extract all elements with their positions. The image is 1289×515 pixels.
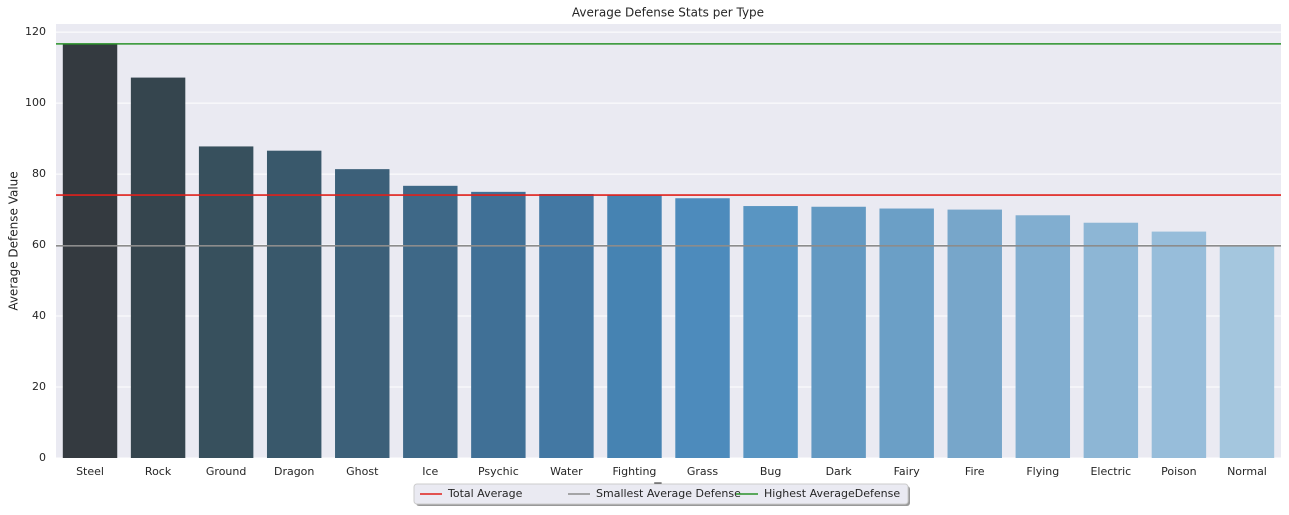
y-tick-label: 60 xyxy=(32,238,46,251)
y-tick-label: 0 xyxy=(39,451,46,464)
bar xyxy=(403,185,458,458)
x-tick-label: Grass xyxy=(687,465,719,478)
x-tick-label: Rock xyxy=(145,465,172,478)
bar xyxy=(1015,215,1071,458)
y-axis-label: Average Defense Value xyxy=(7,171,21,310)
x-tick-label: Fighting xyxy=(613,465,657,478)
x-tick-label: Fairy xyxy=(894,465,921,478)
x-tick-label: Poison xyxy=(1161,465,1196,478)
bar xyxy=(335,169,390,458)
x-tick-label: Fire xyxy=(965,465,985,478)
bar xyxy=(879,208,934,458)
bar xyxy=(675,198,730,458)
x-tick-label: Water xyxy=(550,465,583,478)
bar xyxy=(947,209,1002,458)
y-tick-label: 20 xyxy=(32,380,46,393)
legend-label: Highest AverageDefense xyxy=(764,487,900,500)
plot: 0 20 40 60 80 100 120 Steel Rock Ground Dragon Ghos… xyxy=(25,25,1281,506)
x-tick-label: Ice xyxy=(422,465,438,478)
y-tick-label: 100 xyxy=(25,96,46,109)
bar xyxy=(130,77,186,458)
x-tick-label: Dragon xyxy=(274,465,314,478)
bar xyxy=(539,193,594,458)
bar xyxy=(198,146,254,458)
chart-title: Average Defense Stats per Type xyxy=(572,6,764,20)
bar xyxy=(62,43,118,459)
bar xyxy=(471,191,526,458)
bar xyxy=(1219,245,1275,458)
x-tick-label: Bug xyxy=(760,465,782,478)
x-tick-label: Ghost xyxy=(346,465,379,478)
bar xyxy=(1083,222,1139,458)
bar xyxy=(743,206,798,458)
bar xyxy=(811,206,866,458)
x-tick-label: Steel xyxy=(76,465,104,478)
legend-label: Total Average xyxy=(447,487,523,500)
bar xyxy=(607,194,662,458)
x-tick-label: Electric xyxy=(1090,465,1131,478)
bar xyxy=(1151,231,1207,458)
y-tick-label: 40 xyxy=(32,309,46,322)
x-tick-label: Dark xyxy=(826,465,853,478)
y-tick-label: 120 xyxy=(25,25,46,38)
plot-background xyxy=(56,24,1281,458)
legend-label: Smallest Average Defense xyxy=(596,487,741,500)
bar xyxy=(266,150,322,458)
x-tick-label: Ground xyxy=(206,465,246,478)
legend-box xyxy=(413,483,909,505)
y-tick-label: 80 xyxy=(32,167,46,180)
x-tick-label: Flying xyxy=(1026,465,1059,478)
x-tick-label: Normal xyxy=(1227,465,1267,478)
x-tick-label: Psychic xyxy=(478,465,519,478)
